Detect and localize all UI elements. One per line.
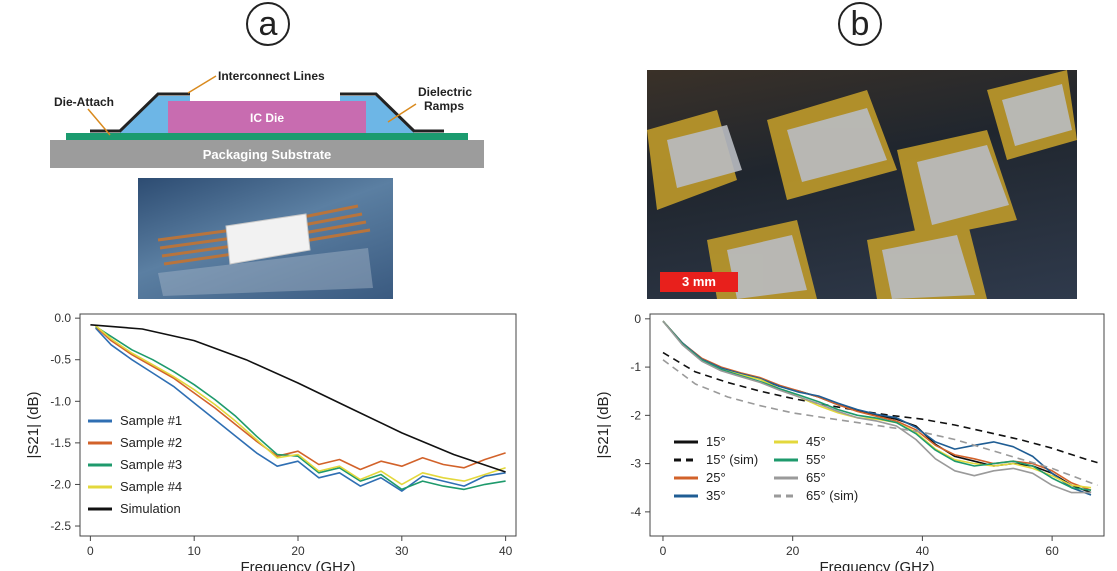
x-tick-label: 40 bbox=[916, 544, 930, 558]
substrate-label: Packaging Substrate bbox=[203, 147, 332, 162]
panel-label-b: b bbox=[838, 2, 882, 46]
legend-label: Simulation bbox=[120, 501, 181, 516]
x-tick-label: 0 bbox=[87, 544, 94, 558]
y-tick-label: 0.0 bbox=[54, 311, 71, 325]
x-tick-label: 30 bbox=[395, 544, 409, 558]
die-attach-layer bbox=[66, 133, 468, 140]
legend-label: Sample #2 bbox=[120, 435, 182, 450]
interconnect-leader bbox=[188, 76, 216, 93]
x-tick-label: 60 bbox=[1045, 544, 1059, 558]
y-tick-label: -1.5 bbox=[50, 436, 71, 450]
legend-label: 45° bbox=[806, 434, 826, 449]
legend-label: 35° bbox=[706, 488, 726, 503]
legend-label: 25° bbox=[706, 470, 726, 485]
panel-label-a: a bbox=[246, 2, 290, 46]
x-tick-label: 20 bbox=[786, 544, 800, 558]
ic-die-label: IC Die bbox=[250, 111, 284, 125]
legend-label: 65° (sim) bbox=[806, 488, 858, 503]
y-tick-label: -3 bbox=[630, 457, 641, 471]
s21-chart-b: 0 20 40 60 0 -1 -2 -3 -4 Frequency (GHz) |S21| (dB… bbox=[590, 300, 1117, 571]
dielectric-ramps-label-2: Ramps bbox=[424, 99, 464, 113]
y-tick-label: -1 bbox=[630, 360, 641, 374]
x-axis-label: Frequency (GHz) bbox=[240, 559, 355, 571]
package-photo-art bbox=[138, 178, 393, 299]
x-tick-label: 10 bbox=[188, 544, 202, 558]
legend-label: 55° bbox=[806, 452, 826, 467]
series-line bbox=[663, 321, 1091, 495]
y-tick-label: -2 bbox=[630, 408, 641, 422]
legend-label: Sample #3 bbox=[120, 457, 182, 472]
legend-label: 15° bbox=[706, 434, 726, 449]
y-tick-label: 0 bbox=[634, 312, 641, 326]
y-tick-label: -2.5 bbox=[50, 519, 71, 533]
interconnect-lines-label: Interconnect Lines bbox=[218, 69, 325, 83]
dielectric-ramps-label-1: Dielectric bbox=[418, 85, 472, 99]
y-tick-label: -2.0 bbox=[50, 477, 71, 491]
x-tick-label: 0 bbox=[660, 544, 667, 558]
ramp-array-photo: 3 mm bbox=[647, 70, 1077, 299]
legend-label: 15° (sim) bbox=[706, 452, 758, 467]
y-axis-label: |S21| (dB) bbox=[595, 392, 612, 459]
y-axis-label: |S21| (dB) bbox=[25, 392, 42, 459]
x-axis-label: Frequency (GHz) bbox=[819, 559, 934, 571]
y-tick-label: -4 bbox=[630, 505, 641, 519]
x-tick-label: 40 bbox=[499, 544, 513, 558]
package-cross-section-diagram: Packaging Substrate IC Die Interconnect … bbox=[40, 62, 500, 174]
package-photo bbox=[138, 178, 393, 299]
die-attach-label: Die-Attach bbox=[54, 95, 114, 109]
x-tick-label: 20 bbox=[291, 544, 305, 558]
scale-bar: 3 mm bbox=[660, 272, 738, 292]
ramp-array-photo-art bbox=[647, 70, 1077, 299]
legend-label: Sample #1 bbox=[120, 413, 182, 428]
s21-chart-a: 0 10 20 30 40 0.0 -0.5 -1.0 -1.5 -2.0 -2.5 Frequenc… bbox=[0, 300, 530, 571]
legend-label: 65° bbox=[806, 470, 826, 485]
legend-label: Sample #4 bbox=[120, 479, 182, 494]
y-tick-label: -1.0 bbox=[50, 394, 71, 408]
y-tick-label: -0.5 bbox=[50, 353, 71, 367]
